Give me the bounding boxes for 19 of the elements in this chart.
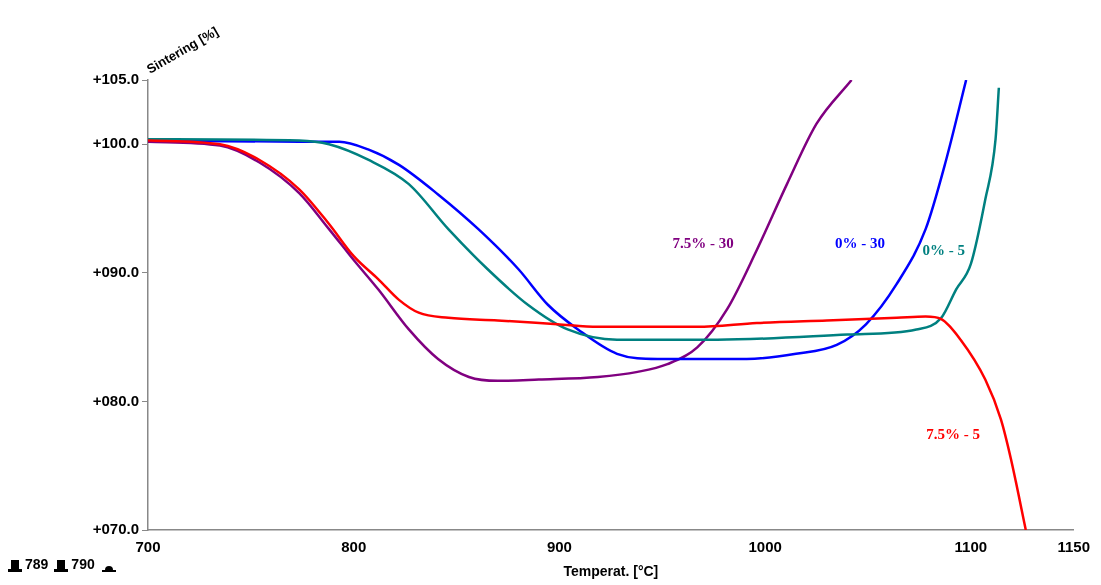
text: 789 [25, 556, 49, 572]
x-tick-label: 800 [341, 538, 367, 556]
series-label: 7.5% - 5 [926, 425, 980, 442]
x-tick-label: 700 [135, 538, 161, 556]
series-label: 0% - 5 [922, 241, 966, 258]
y-tick-label: +100.0 [92, 134, 139, 152]
y-tick-label: +080.0 [92, 391, 139, 409]
text: 790 [71, 556, 95, 572]
x-tick-label: 900 [546, 538, 572, 556]
y-tick-label: +090.0 [92, 263, 139, 280]
y-tick-label: +070.0 [92, 520, 139, 538]
line-series [148, 139, 1028, 530]
x-tick-label: 1100 [954, 538, 988, 556]
y-tick-label: +105.0 [92, 70, 139, 88]
x-tick-label: 1000 [748, 538, 782, 556]
series-label: 0% - 30 [835, 235, 886, 252]
x-axis-title: Temperat. [°C] [563, 563, 659, 580]
series-label: 7.5% - 30 [672, 235, 734, 252]
x-tick-label: 1150 [1057, 538, 1090, 556]
